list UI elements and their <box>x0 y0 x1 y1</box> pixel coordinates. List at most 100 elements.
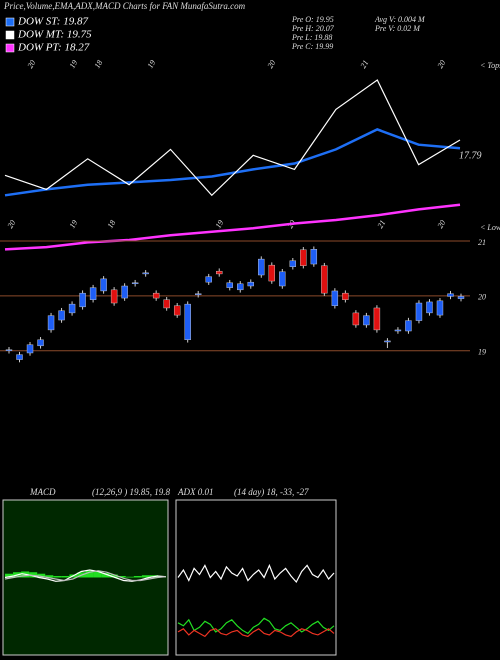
date-label: 20 <box>6 218 18 229</box>
candle-body <box>100 278 107 292</box>
date-label: 18 <box>106 218 118 229</box>
histogram-bar <box>53 575 62 578</box>
date-label: 20 <box>436 58 448 69</box>
candle-body <box>394 329 402 332</box>
candle-body <box>26 344 34 354</box>
candle-body <box>363 315 370 326</box>
candle-body <box>195 293 202 295</box>
candle-body <box>321 265 328 294</box>
candle-body <box>58 310 65 321</box>
y-tick-label: 19 <box>478 348 486 357</box>
candle-body <box>121 285 128 299</box>
histogram-bar <box>85 570 94 578</box>
histogram-bar <box>117 575 126 578</box>
candle-body <box>268 264 275 282</box>
candle-body <box>184 303 191 341</box>
annotation: < Lows <box>480 223 500 232</box>
legend-label: DOW ST: 19.87 <box>17 16 88 28</box>
candle-body <box>415 302 423 321</box>
candle-body <box>300 249 307 266</box>
candle-body <box>47 315 55 331</box>
y-tick-label: 21 <box>478 238 486 247</box>
candle-body <box>258 258 265 276</box>
candle-body <box>142 272 149 275</box>
legend-swatch <box>5 17 15 27</box>
histogram-bar <box>45 575 54 578</box>
candle-body <box>16 354 23 360</box>
series-line <box>177 563 335 584</box>
date-label: 20 <box>436 218 448 229</box>
histogram-bar <box>5 573 14 578</box>
candle-body <box>237 283 244 291</box>
candle-body <box>405 320 412 332</box>
legend-swatch <box>5 43 15 53</box>
histogram-bar <box>37 573 46 578</box>
candle-body <box>131 282 139 285</box>
adx-panel <box>175 499 337 656</box>
candle-body <box>426 301 433 314</box>
histogram-bar <box>29 572 38 578</box>
candle-body <box>289 260 297 267</box>
y-tick-label: 20 <box>478 293 486 302</box>
candle-body <box>247 281 254 287</box>
candle-body <box>216 270 223 275</box>
chart-title: Price,Volume,EMA,ADX,MACD Charts for FAN… <box>3 1 246 11</box>
date-label: 21 <box>359 58 371 69</box>
legend-label: DOW MT: 19.75 <box>17 29 92 41</box>
candle-body <box>152 292 160 299</box>
legend-label: DOW PT: 18.27 <box>17 42 90 54</box>
candle-body <box>5 349 13 351</box>
series-line <box>177 617 335 635</box>
candle-body <box>110 289 118 304</box>
candle-body <box>173 305 181 316</box>
date-label: 20 <box>26 58 38 69</box>
histogram-bar <box>93 571 102 578</box>
date-label: 18 <box>93 58 105 69</box>
candle-body <box>37 339 44 347</box>
date-label: 19 <box>146 58 158 69</box>
macd-subtitle: (12,26,9 ) 19.85, 19.8 <box>92 487 170 497</box>
candle-body <box>457 296 465 299</box>
candle-body <box>89 287 97 300</box>
date-label: 20 <box>266 58 278 69</box>
date-label: 21 <box>376 218 388 229</box>
candle-body <box>226 282 233 288</box>
histogram-bar <box>133 575 142 578</box>
date-label: 19 <box>68 58 80 69</box>
annotation: 17.79 <box>459 150 482 161</box>
candle-body <box>163 299 170 309</box>
histogram-bar <box>141 575 150 578</box>
candle-body <box>352 312 360 326</box>
candle-body <box>373 307 381 331</box>
legend-swatch <box>5 30 15 40</box>
histogram-bar <box>61 575 70 578</box>
candle-body <box>279 271 286 287</box>
candle-body <box>384 340 391 343</box>
adx-title: ADX 0.01 <box>177 487 214 497</box>
stat-label: Pre O: 19.95 <box>291 15 334 24</box>
histogram-bar <box>125 576 134 578</box>
candle-body <box>310 249 318 265</box>
candle-body <box>331 290 339 306</box>
annotation: < Tops <box>480 61 500 70</box>
stat-label: Pre V: 0.02 M <box>374 24 421 33</box>
series-line <box>4 79 461 197</box>
date-label: 19 <box>214 218 226 229</box>
candle-body <box>205 276 212 283</box>
series-line <box>4 128 461 197</box>
histogram-bar <box>109 574 118 578</box>
candle-body <box>447 293 454 297</box>
stat-label: Pre C: 19.99 <box>291 42 333 51</box>
stat-label: Pre H: 20.07 <box>291 24 335 33</box>
stat-label: Avg V: 0.004 M <box>374 15 426 24</box>
date-label: 19 <box>68 218 80 229</box>
histogram-bar <box>101 572 110 578</box>
candle-body <box>436 300 444 316</box>
macd-title: MACD <box>29 487 56 497</box>
candle-body <box>342 292 349 300</box>
adx-subtitle: (14 day) 18, -33, -27 <box>234 487 309 497</box>
series-line <box>177 628 335 638</box>
series-line <box>4 570 167 582</box>
candle-body <box>79 292 86 308</box>
